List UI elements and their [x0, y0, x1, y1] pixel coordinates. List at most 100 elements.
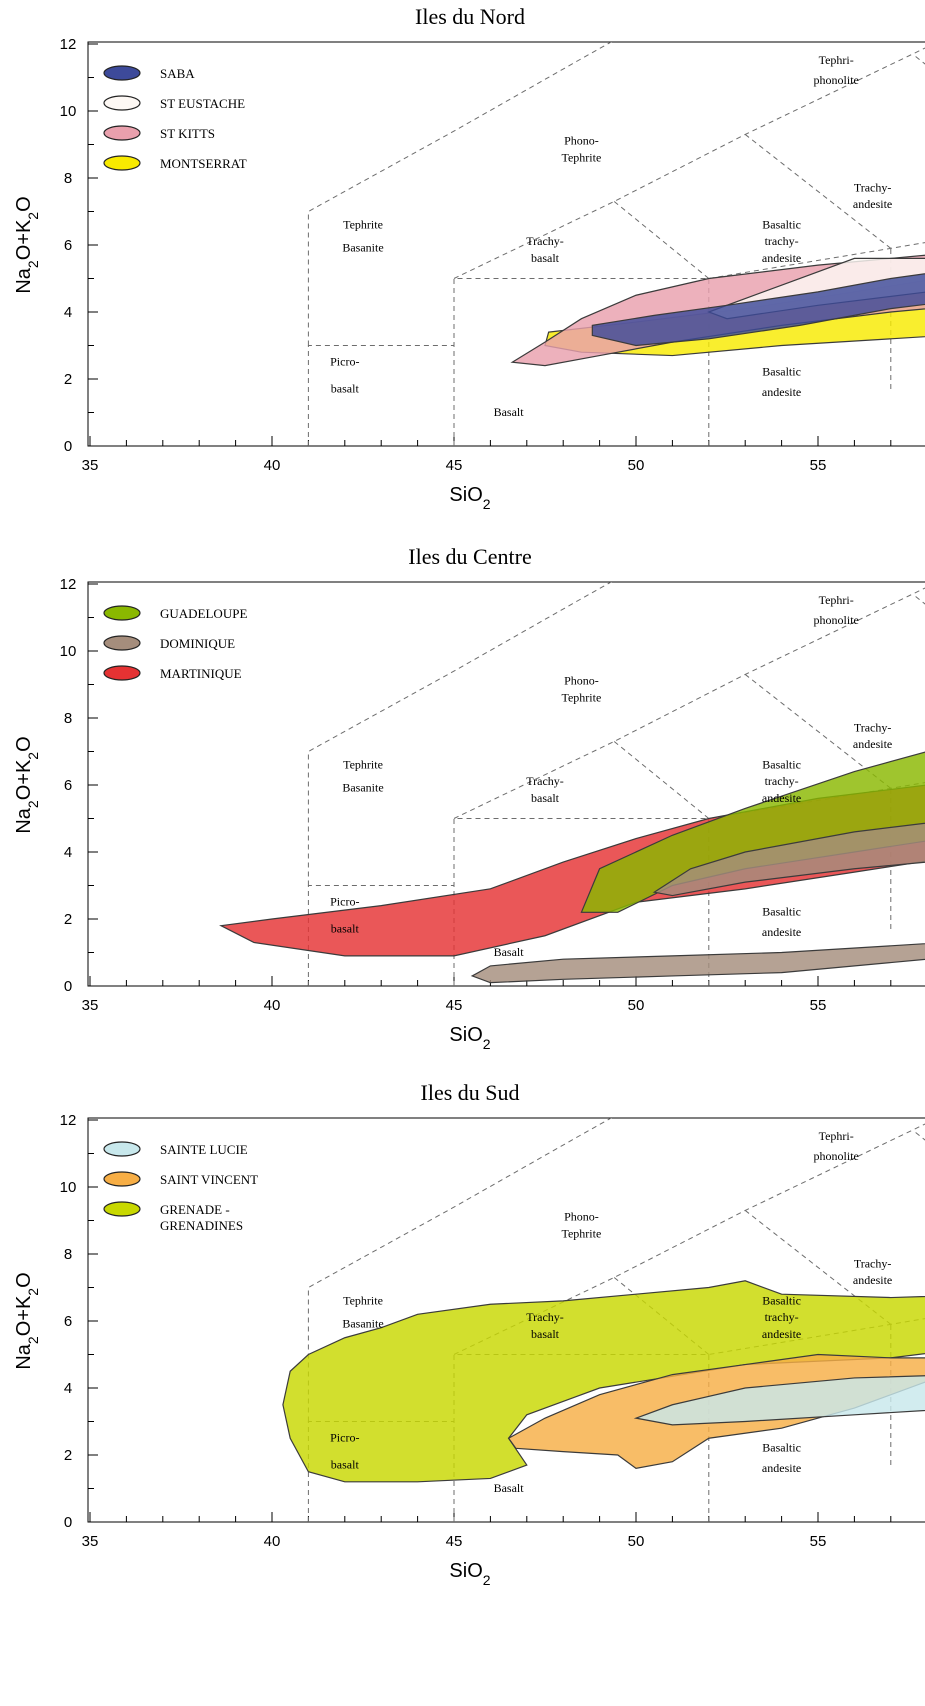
y-tick-label: 6 [64, 237, 72, 254]
tas-field-label: basalt [531, 1327, 560, 1341]
tas-field-label: basalt [331, 1457, 360, 1471]
legend-label: DOMINIQUE [160, 636, 235, 651]
tas-field-label: Trachy- [526, 774, 564, 788]
tas-field-label: Basalt [494, 1481, 525, 1495]
tas-field-label: Tephrite [343, 1293, 383, 1307]
x-axis-label: SiO2 [449, 1560, 490, 1588]
plot-frame [87, 1117, 925, 1523]
tas-field-label: andesite [762, 385, 801, 399]
tas-field-label: trachy- [765, 234, 799, 248]
x-axis-label: SiO2 [449, 484, 490, 512]
tas-field-boundary [307, 582, 613, 886]
legend-swatch [103, 1201, 141, 1217]
tas-field-label: andesite [762, 925, 801, 939]
tas-panel-1: Iles du Nord354045505560657075024681012S… [13, 4, 925, 512]
x-tick-label: 35 [82, 1533, 99, 1550]
tas-field-label: Tephrite [561, 150, 601, 164]
legend-swatch [103, 155, 141, 171]
tas-field-label: Basanite [342, 241, 383, 255]
y-tick-label: 0 [64, 1514, 72, 1531]
tas-field-label: Tephrite [561, 690, 601, 704]
tas-field-label: andesite [762, 1461, 801, 1475]
y-tick-label: 8 [64, 170, 72, 187]
x-tick-label: 35 [82, 997, 99, 1014]
x-tick-label: 50 [628, 1533, 645, 1550]
tas-field-label: Phono- [564, 134, 599, 148]
y-tick-label: 10 [60, 103, 77, 120]
x-tick-label: 55 [810, 997, 827, 1014]
y-axis-label: Na2O+K2O [13, 1272, 41, 1369]
tas-field-boundary [613, 201, 710, 279]
legend-swatch [103, 65, 141, 81]
tas-field-label: basalt [531, 251, 560, 265]
tas-field-label: basalt [331, 921, 360, 935]
x-tick-label: 40 [264, 997, 281, 1014]
tas-field-boundary [744, 134, 892, 249]
tas-field-label: phonolite [814, 613, 859, 627]
tas-field-boundary [613, 741, 710, 819]
plot-area: Tephri-phonoliteTrachytePhono-TephriteTr… [219, 582, 925, 986]
tas-field-label: Basalt [494, 405, 525, 419]
x-tick-label: 55 [810, 457, 827, 474]
y-tick-label: 0 [64, 978, 72, 995]
legend-swatch [103, 635, 141, 651]
series-field-dominique [470, 943, 925, 984]
series-field-sainte-lucie [633, 1375, 925, 1426]
y-axis-label: Na2O+K2O [13, 736, 41, 833]
y-tick-label: 10 [60, 1179, 77, 1196]
y-tick-label: 12 [60, 1112, 77, 1129]
y-tick-label: 2 [64, 1447, 72, 1464]
tas-field-label: andesite [762, 1327, 801, 1341]
tas-field-label: Phono- [564, 674, 599, 688]
y-tick-label: 10 [60, 643, 77, 660]
y-tick-label: 12 [60, 36, 77, 53]
legend-swatch [103, 95, 141, 111]
tas-panel-2: Iles du Centre35404550556065707502468101… [13, 544, 925, 1052]
tas-field-label: phonolite [814, 1149, 859, 1163]
tas-panel-3: Iles du Sud354045505560657075024681012Si… [13, 1080, 925, 1588]
legend-label: GRENADE - [160, 1202, 230, 1217]
tas-field-label: Basaltic [762, 217, 801, 231]
x-tick-label: 45 [446, 997, 463, 1014]
tas-field-label: trachy- [765, 1310, 799, 1324]
plot-frame [87, 581, 925, 987]
tas-field-label: Tephrite [561, 1226, 601, 1240]
y-tick-label: 4 [64, 304, 72, 321]
legend-swatch [103, 1171, 141, 1187]
series-field-grenade-grenadines [282, 1280, 925, 1483]
legend-swatch [103, 1141, 141, 1157]
tas-field-boundary [912, 53, 925, 65]
panel-title: Iles du Sud [421, 1080, 520, 1105]
tas-field-label: phonolite [814, 73, 859, 87]
y-tick-label: 8 [64, 710, 72, 727]
tas-field-label: Trachy- [526, 1310, 564, 1324]
tas-field-label: Trachy- [854, 180, 892, 194]
y-tick-label: 4 [64, 844, 72, 861]
tas-field-label: Basanite [342, 1317, 383, 1331]
tas-field-label: Trachy- [854, 720, 892, 734]
tas-field-boundary [912, 593, 925, 605]
plot-frame [87, 41, 925, 447]
y-tick-label: 4 [64, 1380, 72, 1397]
x-tick-label: 50 [628, 457, 645, 474]
plot-area: Tephri-phonoliteTrachytePhono-TephriteTr… [307, 42, 925, 446]
legend-swatch [103, 605, 141, 621]
tas-field-label: Basaltic [762, 1441, 801, 1455]
x-tick-label: 40 [264, 1533, 281, 1550]
y-tick-label: 12 [60, 576, 77, 593]
y-tick-label: 6 [64, 777, 72, 794]
legend-label: ST KITTS [160, 126, 215, 141]
x-axis-label: SiO2 [449, 1024, 490, 1052]
tas-field-label: trachy- [765, 774, 799, 788]
tas-field-label: basalt [331, 381, 360, 395]
y-tick-label: 2 [64, 371, 72, 388]
y-tick-label: 8 [64, 1246, 72, 1263]
x-tick-label: 40 [264, 457, 281, 474]
legend-label: MONTSERRAT [160, 156, 247, 171]
y-tick-label: 6 [64, 1313, 72, 1330]
legend-label: ST EUSTACHE [160, 96, 245, 111]
legend-label: SAINT VINCENT [160, 1172, 258, 1187]
x-tick-label: 50 [628, 997, 645, 1014]
tas-field-label: Picro- [330, 1431, 359, 1445]
